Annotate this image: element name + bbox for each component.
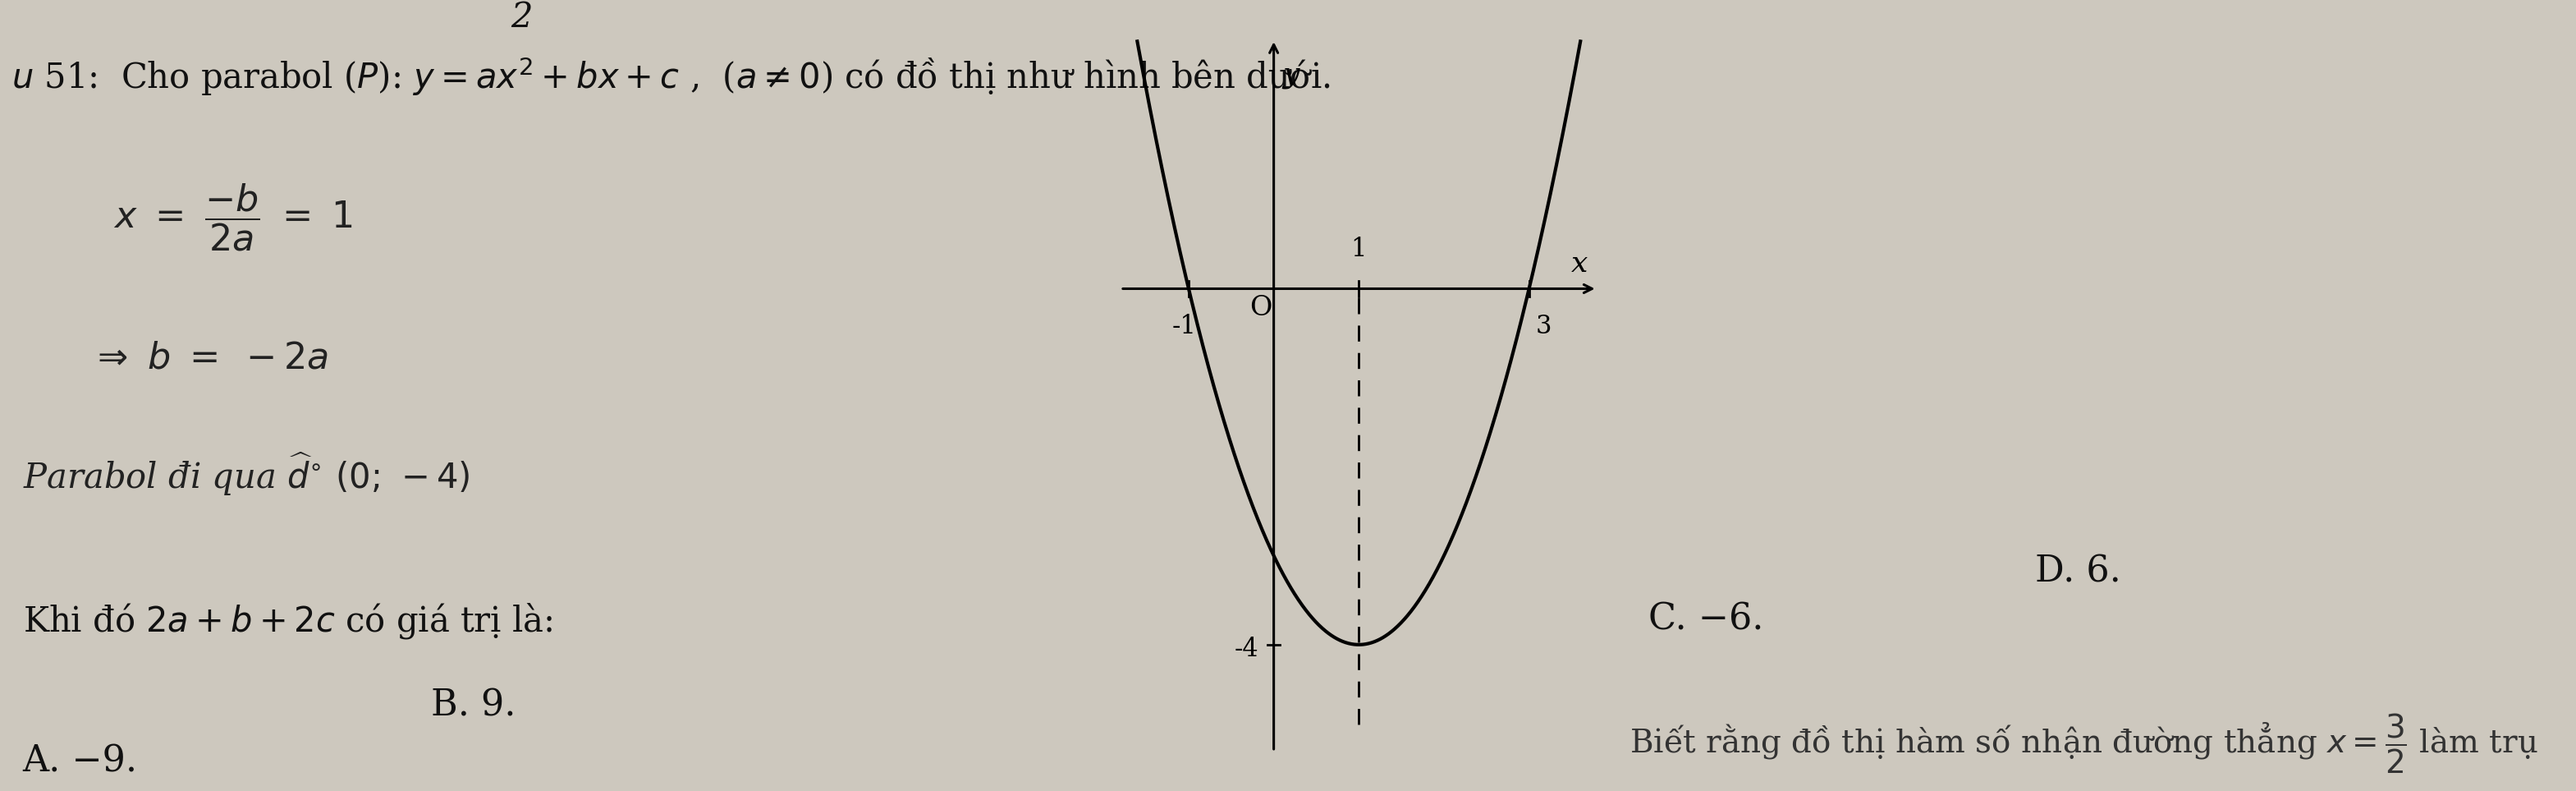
Text: $x \ = \ \dfrac{-b}{2a} \ = \ 1$: $x \ = \ \dfrac{-b}{2a} \ = \ 1$: [113, 182, 353, 253]
Text: A. −9.: A. −9.: [23, 744, 137, 779]
Text: 1: 1: [1350, 237, 1368, 262]
Text: Parabol đi qua $\widehat{d}^{\circ}$ $(0;\,-4)$: Parabol đi qua $\widehat{d}^{\circ}$ $(0…: [23, 451, 469, 498]
Text: 2: 2: [510, 0, 533, 35]
Text: -1: -1: [1172, 313, 1198, 339]
Text: Khi đó $2a + b + 2c$ có giá trị là:: Khi đó $2a + b + 2c$ có giá trị là:: [23, 601, 551, 641]
Text: 3: 3: [1535, 313, 1551, 339]
Text: x: x: [1571, 250, 1587, 278]
Text: y: y: [1283, 61, 1298, 89]
Text: C. −6.: C. −6.: [1649, 601, 1765, 637]
Text: O: O: [1249, 295, 1273, 321]
Text: B. 9.: B. 9.: [430, 688, 515, 724]
Text: $\mathit{u}$ 51:  Cho parabol ($P$): $y = ax^2 + bx + c$ ,  ($a \neq 0$) có đồ t: $\mathit{u}$ 51: Cho parabol ($P$): $y =…: [10, 55, 1329, 97]
Text: Biết rằng đồ thị hàm số nhận đường thẳng $x = \dfrac{3}{2}$ làm trụ: Biết rằng đồ thị hàm số nhận đường thẳng…: [1628, 712, 2537, 775]
Text: -4: -4: [1234, 637, 1260, 662]
Text: $\Rightarrow \ b \ = \ -2a$: $\Rightarrow \ b \ = \ -2a$: [90, 340, 330, 376]
Text: D. 6.: D. 6.: [2035, 554, 2120, 589]
